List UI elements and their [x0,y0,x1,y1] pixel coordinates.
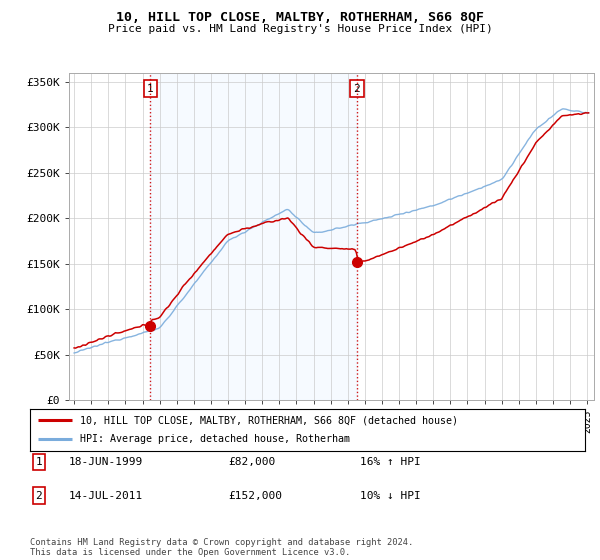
Text: 10, HILL TOP CLOSE, MALTBY, ROTHERHAM, S66 8QF: 10, HILL TOP CLOSE, MALTBY, ROTHERHAM, S… [116,11,484,24]
Text: 2: 2 [35,491,43,501]
Text: £152,000: £152,000 [228,491,282,501]
Text: Price paid vs. HM Land Registry's House Price Index (HPI): Price paid vs. HM Land Registry's House … [107,24,493,34]
Text: 1: 1 [147,84,154,94]
Text: 1: 1 [35,457,43,467]
Text: 2: 2 [353,84,361,94]
Text: Contains HM Land Registry data © Crown copyright and database right 2024.
This d: Contains HM Land Registry data © Crown c… [30,538,413,557]
Text: 10, HILL TOP CLOSE, MALTBY, ROTHERHAM, S66 8QF (detached house): 10, HILL TOP CLOSE, MALTBY, ROTHERHAM, S… [80,415,458,425]
Text: 18-JUN-1999: 18-JUN-1999 [69,457,143,467]
Text: £82,000: £82,000 [228,457,275,467]
Text: 10% ↓ HPI: 10% ↓ HPI [360,491,421,501]
Text: 14-JUL-2011: 14-JUL-2011 [69,491,143,501]
Bar [151,73,357,400]
Text: 16% ↑ HPI: 16% ↑ HPI [360,457,421,467]
Text: HPI: Average price, detached house, Rotherham: HPI: Average price, detached house, Roth… [80,435,350,445]
